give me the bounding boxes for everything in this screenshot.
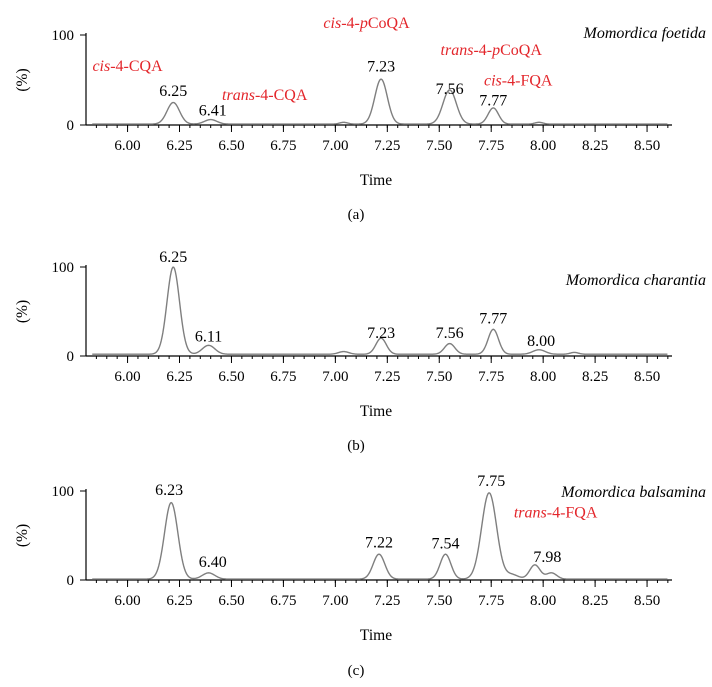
panel-label: (b) <box>347 438 365 454</box>
y-axis-title: (%) <box>14 524 31 547</box>
x-tick-label: 6.75 <box>270 138 296 154</box>
chromatogram-panel: 0 100 6.00 6.25 6.50 6.75 7.00 7.25 7.50 7.75 8.00… <box>14 473 706 679</box>
peak-label: 6.41 <box>199 103 227 120</box>
compound-label: cis-4-CQA <box>92 58 163 75</box>
x-axis-title: Time <box>360 172 392 189</box>
x-tick-label: 7.25 <box>374 138 400 154</box>
x-tick-label: 6.75 <box>270 593 296 609</box>
chromatogram-trace <box>92 492 668 580</box>
y-axis-title: (%) <box>14 68 31 91</box>
x-tick-label: 8.25 <box>582 369 608 385</box>
x-tick-label: 7.50 <box>426 369 452 385</box>
x-tick-label: 8.50 <box>634 369 660 385</box>
x-tick-label: 6.00 <box>114 369 140 385</box>
x-tick-label: 6.50 <box>218 593 244 609</box>
y-tick-label: 100 <box>52 28 75 44</box>
peak-label: 7.75 <box>477 473 505 490</box>
x-tick-label: 7.50 <box>426 138 452 154</box>
x-tick-label: 7.75 <box>478 593 504 609</box>
compound-label: trans-4-CQA <box>222 87 308 104</box>
x-tick-label: 7.00 <box>322 369 348 385</box>
x-tick-label: 6.25 <box>166 369 192 385</box>
y-tick-label: 0 <box>67 118 75 134</box>
x-tick-label: 7.75 <box>478 138 504 154</box>
peak-label: 8.00 <box>527 333 555 350</box>
x-axis-title: Time <box>360 627 392 644</box>
panel-label: (c) <box>348 663 365 679</box>
y-axis-title: (%) <box>14 300 31 323</box>
species-label: Momordica foetida <box>583 25 707 42</box>
compound-label: trans-4-pCoQA <box>441 42 543 59</box>
compound-label: cis-4-pCoQA <box>323 15 410 32</box>
x-tick-label: 8.50 <box>634 593 660 609</box>
x-tick-label: 7.25 <box>374 369 400 385</box>
chromatogram-panel: 0 100 6.00 6.25 6.50 6.75 7.00 7.25 7.50 7.75 8.00… <box>14 249 706 454</box>
peak-label: 6.11 <box>195 328 222 345</box>
peak-label: 7.56 <box>436 81 464 98</box>
x-tick-label: 8.00 <box>530 593 556 609</box>
x-tick-label: 7.25 <box>374 593 400 609</box>
x-tick-label: 7.50 <box>426 593 452 609</box>
x-tick-label: 7.75 <box>478 369 504 385</box>
x-tick-label: 6.00 <box>114 138 140 154</box>
peak-label: 6.25 <box>159 249 187 266</box>
x-tick-label: 6.75 <box>270 369 296 385</box>
peak-label: 7.54 <box>431 535 459 552</box>
chromatogram-trace <box>92 266 668 355</box>
x-tick-label: 6.25 <box>166 138 192 154</box>
x-tick-label: 6.00 <box>114 593 140 609</box>
peak-label: 7.98 <box>533 549 561 566</box>
y-tick-label: 0 <box>67 349 75 365</box>
chromatogram-trace <box>92 78 668 125</box>
peak-label: 7.23 <box>367 325 395 342</box>
compound-label: trans-4-FQA <box>514 505 598 522</box>
x-tick-label: 7.00 <box>322 138 348 154</box>
x-tick-label: 6.50 <box>218 369 244 385</box>
x-tick-label: 7.00 <box>322 593 348 609</box>
peak-label: 7.23 <box>367 59 395 76</box>
peak-label: 7.56 <box>436 325 464 342</box>
peak-label: 7.22 <box>365 535 393 552</box>
compound-label: cis-4-FQA <box>484 72 553 89</box>
x-tick-label: 8.25 <box>582 138 608 154</box>
x-tick-label: 8.00 <box>530 138 556 154</box>
x-axis-title: Time <box>360 403 392 420</box>
y-tick-label: 0 <box>67 573 75 589</box>
peak-label: 6.23 <box>155 482 183 499</box>
x-tick-label: 8.25 <box>582 593 608 609</box>
peak-label: 6.40 <box>199 554 227 571</box>
y-tick-label: 100 <box>52 260 75 276</box>
species-label: Momordica charantia <box>565 272 706 289</box>
y-tick-label: 100 <box>52 484 75 500</box>
x-tick-label: 8.50 <box>634 138 660 154</box>
chromatogram-panel: 0 100 6.00 6.25 6.50 6.75 7.00 7.25 7.50 7.75 8.00… <box>14 15 706 223</box>
peak-label: 7.77 <box>479 311 507 328</box>
panel-label: (a) <box>348 207 365 223</box>
species-label: Momordica balsamina <box>560 484 706 501</box>
peak-label: 7.77 <box>479 93 507 110</box>
peak-label: 6.25 <box>159 83 187 100</box>
x-tick-label: 6.50 <box>218 138 244 154</box>
x-tick-label: 8.00 <box>530 369 556 385</box>
x-tick-label: 6.25 <box>166 593 192 609</box>
